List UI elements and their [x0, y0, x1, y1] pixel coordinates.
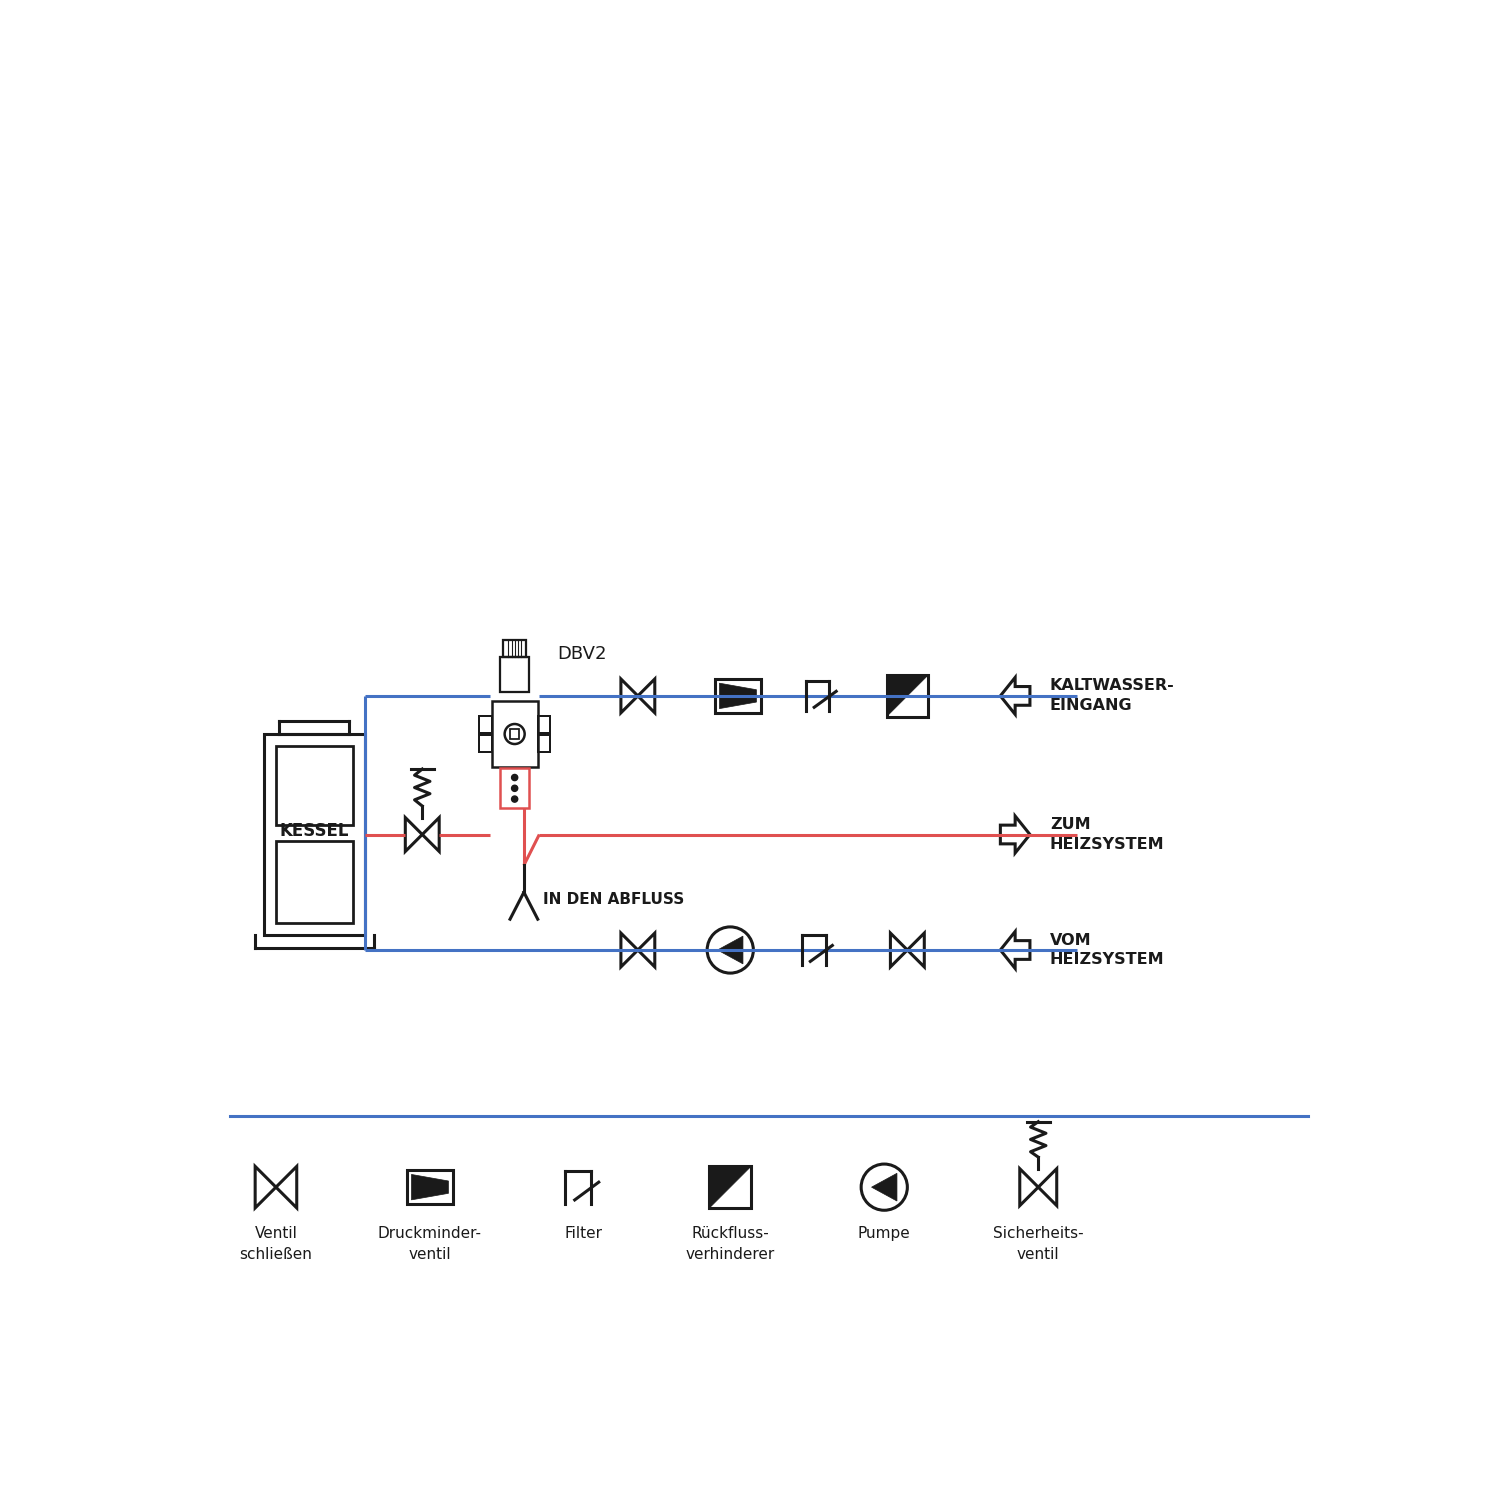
Text: DBV2: DBV2: [556, 645, 606, 663]
Polygon shape: [717, 936, 742, 964]
Text: Ventil
schließen: Ventil schließen: [240, 1226, 312, 1262]
Text: Pumpe: Pumpe: [858, 1226, 910, 1240]
Polygon shape: [720, 682, 756, 708]
Polygon shape: [711, 1168, 750, 1206]
Text: Rückfluss-
verhinderer: Rückfluss- verhinderer: [686, 1226, 776, 1262]
Circle shape: [512, 796, 518, 802]
Text: IN DEN ABFLUSS: IN DEN ABFLUSS: [543, 892, 684, 908]
Text: VOM
HEIZSYSTEM: VOM HEIZSYSTEM: [1050, 933, 1164, 968]
Text: Sicherheits-
ventil: Sicherheits- ventil: [993, 1226, 1083, 1262]
Text: Filter: Filter: [566, 1226, 603, 1240]
Circle shape: [512, 774, 518, 780]
Polygon shape: [871, 1173, 897, 1202]
Text: Druckminder-
ventil: Druckminder- ventil: [378, 1226, 482, 1262]
Polygon shape: [888, 676, 927, 716]
Polygon shape: [411, 1174, 448, 1200]
Circle shape: [512, 784, 518, 792]
Text: ZUM
HEIZSYSTEM: ZUM HEIZSYSTEM: [1050, 818, 1164, 852]
Text: KESSEL: KESSEL: [279, 822, 350, 840]
Text: KALTWASSER-
EINGANG: KALTWASSER- EINGANG: [1050, 678, 1174, 714]
